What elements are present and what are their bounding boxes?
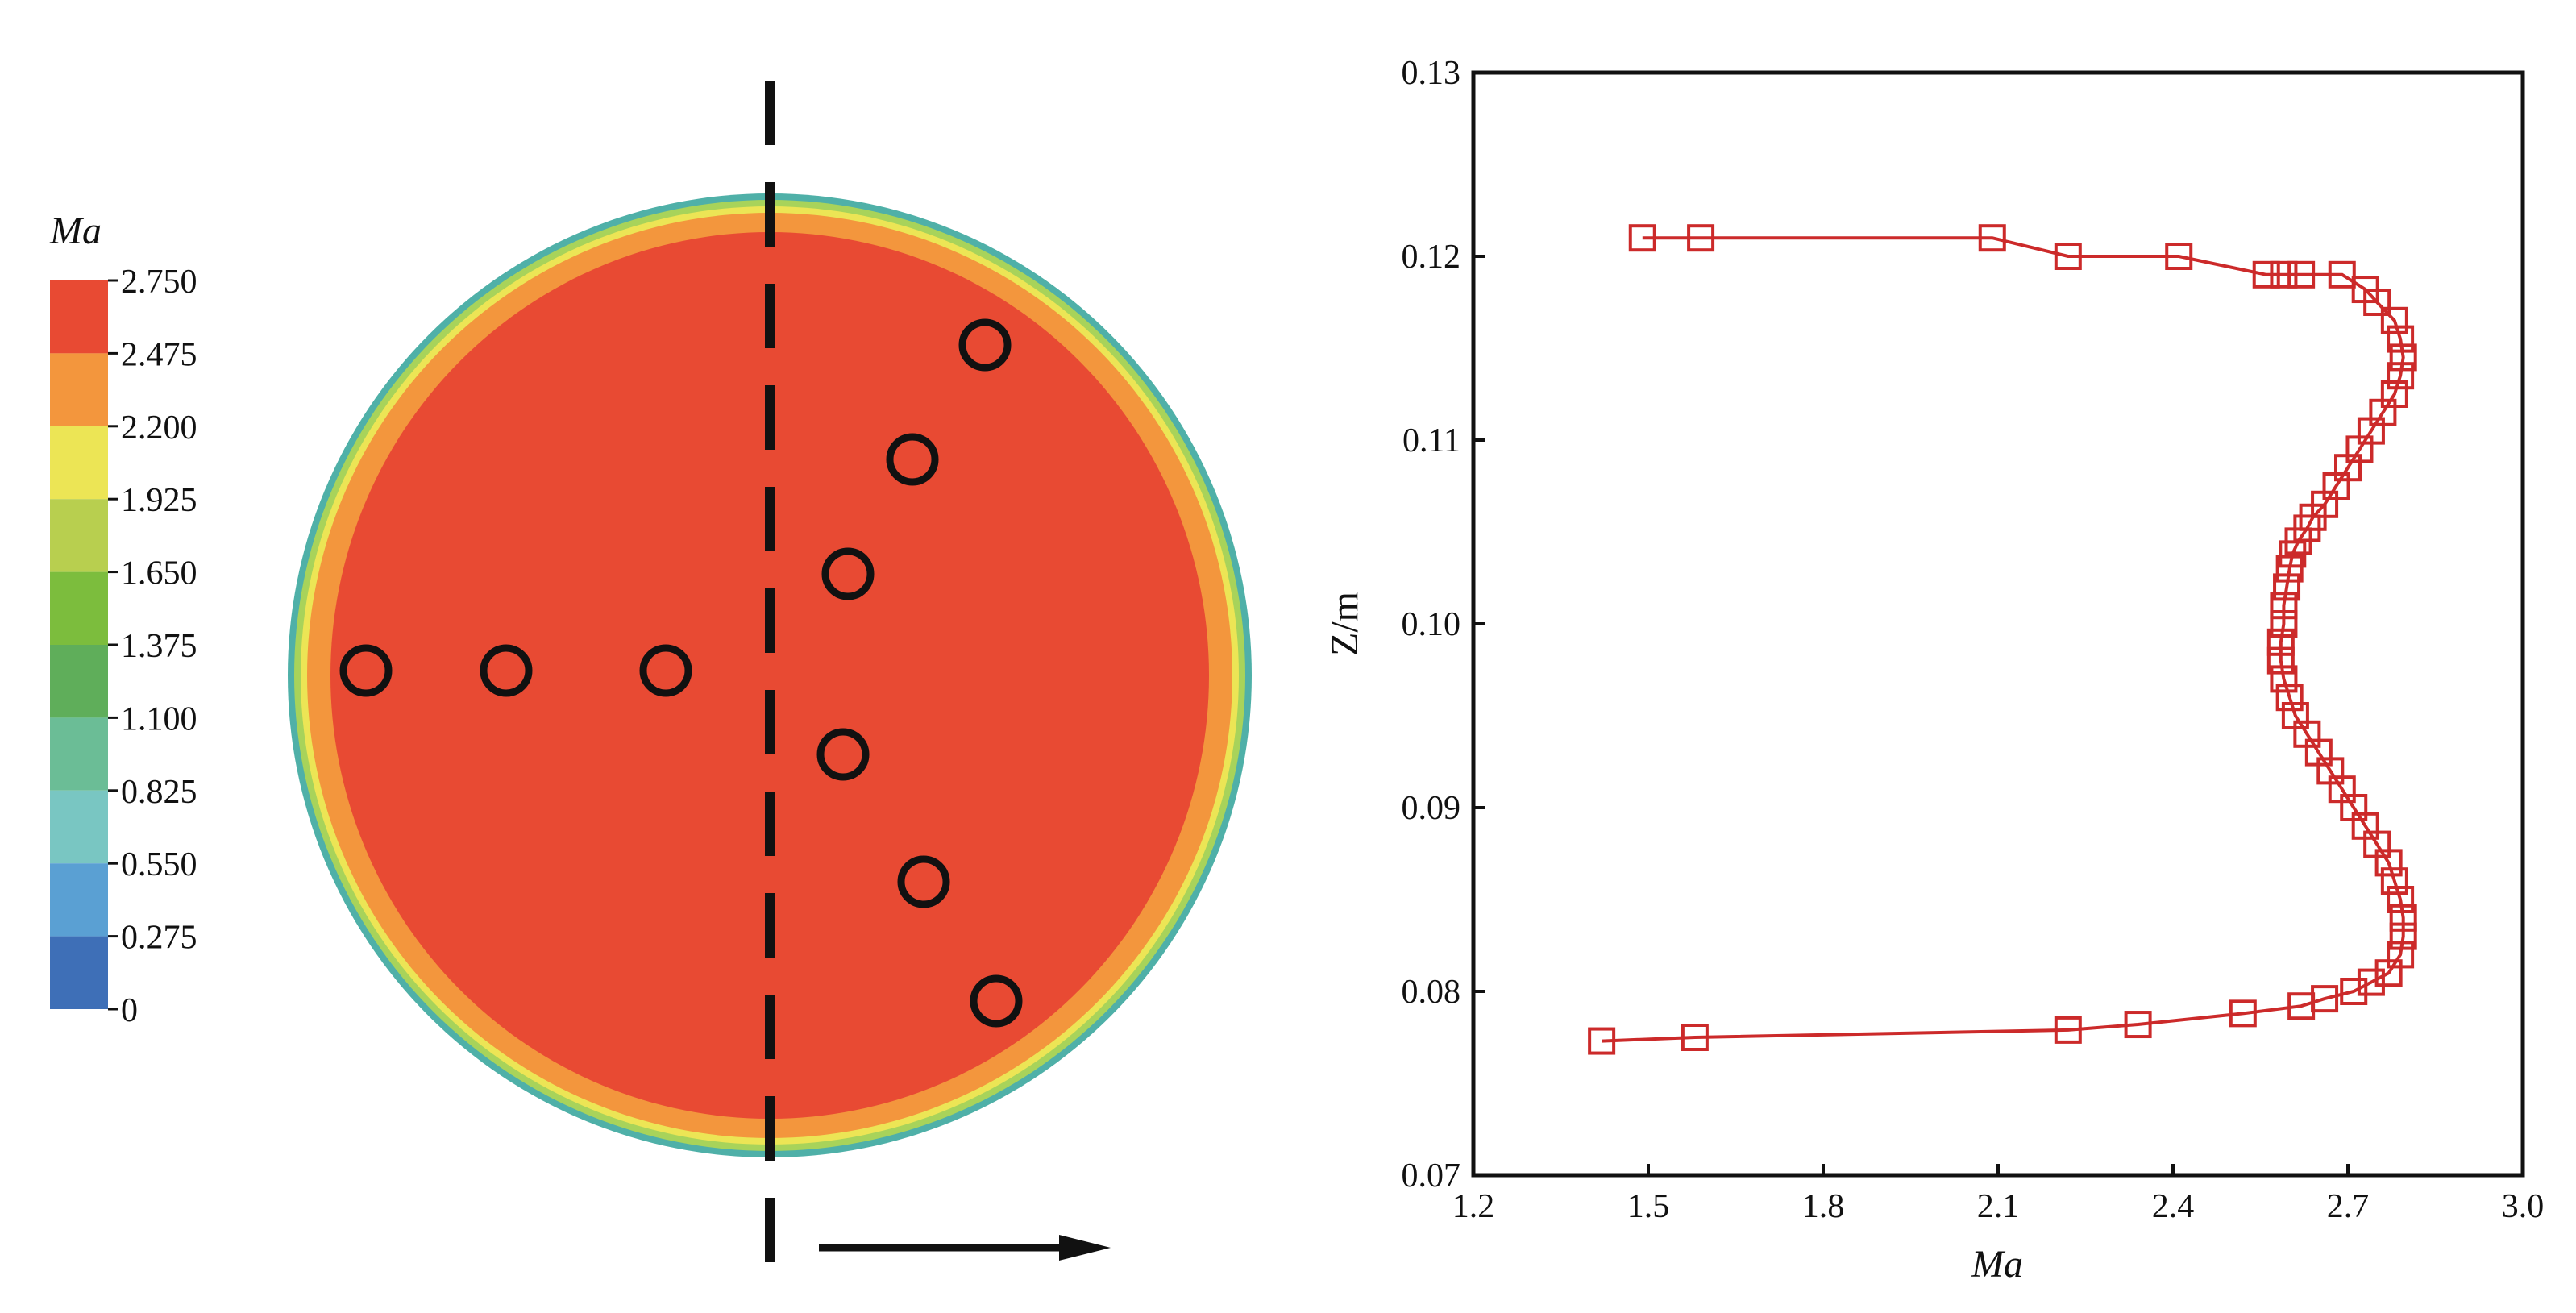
data-point-square <box>2275 555 2304 583</box>
x-tick-label: 2.7 <box>2327 1188 2370 1225</box>
data-point-square <box>2054 243 2082 270</box>
circle-marker-icon <box>970 974 1023 1028</box>
circle-marker-icon <box>339 644 393 697</box>
colorbar-level-label: 0.275 <box>121 920 197 957</box>
x-tick-label: 1.2 <box>1452 1188 1495 1225</box>
x-tick-label: 2.1 <box>1977 1188 2020 1225</box>
series-line <box>1602 236 2405 1043</box>
data-point-square <box>1588 1027 1616 1055</box>
circle-marker-icon <box>821 547 875 600</box>
data-point-square <box>2287 992 2316 1020</box>
x-tick-label: 3.0 <box>2502 1188 2545 1225</box>
series-group <box>1588 224 2417 1055</box>
x-tick-label: 1.8 <box>1802 1188 1845 1225</box>
data-point-square <box>1681 1024 1709 1051</box>
y-tick-label: 0.12 <box>1402 239 1461 276</box>
data-point-square <box>2387 325 2415 353</box>
colorbar-level-label: 2.475 <box>121 336 197 373</box>
data-point-square <box>2266 628 2295 656</box>
y-tick-label: 0.09 <box>1402 790 1461 827</box>
colorbar-swatch <box>50 499 108 572</box>
data-point-square <box>2380 306 2408 334</box>
colorbar-swatch <box>50 353 108 426</box>
data-point-square <box>2270 592 2298 620</box>
y-axis-label: Z/m <box>1323 592 1366 656</box>
data-point-square <box>1628 224 1656 252</box>
colorbar-swatch <box>50 717 108 791</box>
colorbar-level-label: 0 <box>121 992 138 1029</box>
probe-markers <box>339 318 1023 1028</box>
colorbar-swatch <box>50 790 108 864</box>
data-point-square <box>2389 343 2417 372</box>
colorbar-level-label: 2.200 <box>121 409 197 447</box>
data-point-square <box>2273 573 2301 601</box>
colorbar-swatch <box>50 863 108 937</box>
mach-profile-chart: 1.2 1.5 1.8 2.1 2.4 2.7 3.0 0.070.080.090.100.… <box>1323 55 2544 1286</box>
data-point-square <box>2340 978 2368 1005</box>
colorbar-level-label: 0.550 <box>121 846 197 883</box>
colorbar-swatches <box>50 280 108 1009</box>
data-point-square <box>2374 959 2403 987</box>
data-point-square <box>2380 867 2408 895</box>
y-axis-ticks: 0.07 0.08 0.09 0.10 0.11 0.12 0.13 <box>1402 55 1485 1195</box>
data-point-square <box>2287 260 2316 289</box>
data-point-square <box>2270 665 2298 693</box>
circle-marker-icon <box>816 728 870 781</box>
colorbar-level-label: 1.375 <box>121 628 197 665</box>
data-point-square <box>2270 260 2298 289</box>
y-tick-label: 0.13 <box>1402 55 1461 92</box>
circle-marker-icon <box>958 318 1012 372</box>
data-point-square <box>2229 999 2257 1028</box>
colorbar-level-label: 1.100 <box>121 700 197 738</box>
data-point-square <box>2357 968 2385 996</box>
data-point-square <box>2374 849 2403 877</box>
data-point-square <box>2279 540 2307 568</box>
colorbar-swatch <box>50 280 108 354</box>
x-tick-label: 2.4 <box>2152 1188 2195 1225</box>
colorbar-labels: 2.750 2.475 2.200 1.925 1.650 1.375 1.100 0.825… <box>108 264 197 1029</box>
data-point-square <box>1687 224 1715 252</box>
colorbar-title: Ma <box>49 210 102 252</box>
arrow-right-icon <box>819 1235 1111 1261</box>
data-point-square <box>2387 362 2415 390</box>
data-point-square <box>2363 289 2391 316</box>
circle-marker-icon <box>897 855 950 908</box>
data-point-square <box>2165 243 2193 270</box>
data-point-square <box>2275 684 2304 712</box>
data-point-square <box>2252 260 2280 289</box>
x-axis-label: Ma <box>1971 1243 2023 1286</box>
data-point-square <box>2389 922 2417 950</box>
data-point-square <box>2270 610 2298 638</box>
y-tick-label: 0.10 <box>1402 606 1461 643</box>
circle-marker-icon <box>639 644 692 697</box>
circle-marker-icon <box>886 433 939 486</box>
colorbar-level-label: 1.925 <box>121 482 197 519</box>
colorbar-level-label: 1.650 <box>121 555 197 592</box>
colorbar-swatch <box>50 426 108 500</box>
x-tick-label: 1.5 <box>1627 1188 1670 1225</box>
colorbar-swatch <box>50 571 108 645</box>
colorbar-level-label: 2.750 <box>121 264 197 301</box>
data-point-square <box>1978 224 2006 252</box>
colorbar-swatch <box>50 645 108 718</box>
colorbar-legend: Ma 2.750 2.475 2.200 1.925 1.650 1.375 1.100 0.… <box>49 210 197 1029</box>
x-axis-ticks: 1.2 1.5 1.8 2.1 2.4 2.7 3.0 <box>1452 1164 2545 1225</box>
y-tick-label: 0.08 <box>1402 974 1461 1011</box>
data-point-square <box>2387 886 2415 913</box>
circle-marker-icon <box>480 644 533 697</box>
mach-contour-plot <box>288 81 1252 1265</box>
data-point-square <box>2266 646 2295 675</box>
colorbar-level-label: 0.825 <box>121 774 197 811</box>
data-point-square <box>2389 904 2417 932</box>
y-tick-label: 0.11 <box>1402 422 1460 459</box>
data-point-square <box>2054 1016 2082 1044</box>
data-point-square <box>2328 260 2356 289</box>
colorbar-swatch <box>50 936 108 1009</box>
data-point-square <box>2124 1011 2152 1039</box>
contour-core <box>330 232 1209 1119</box>
y-tick-label: 0.07 <box>1402 1157 1461 1195</box>
